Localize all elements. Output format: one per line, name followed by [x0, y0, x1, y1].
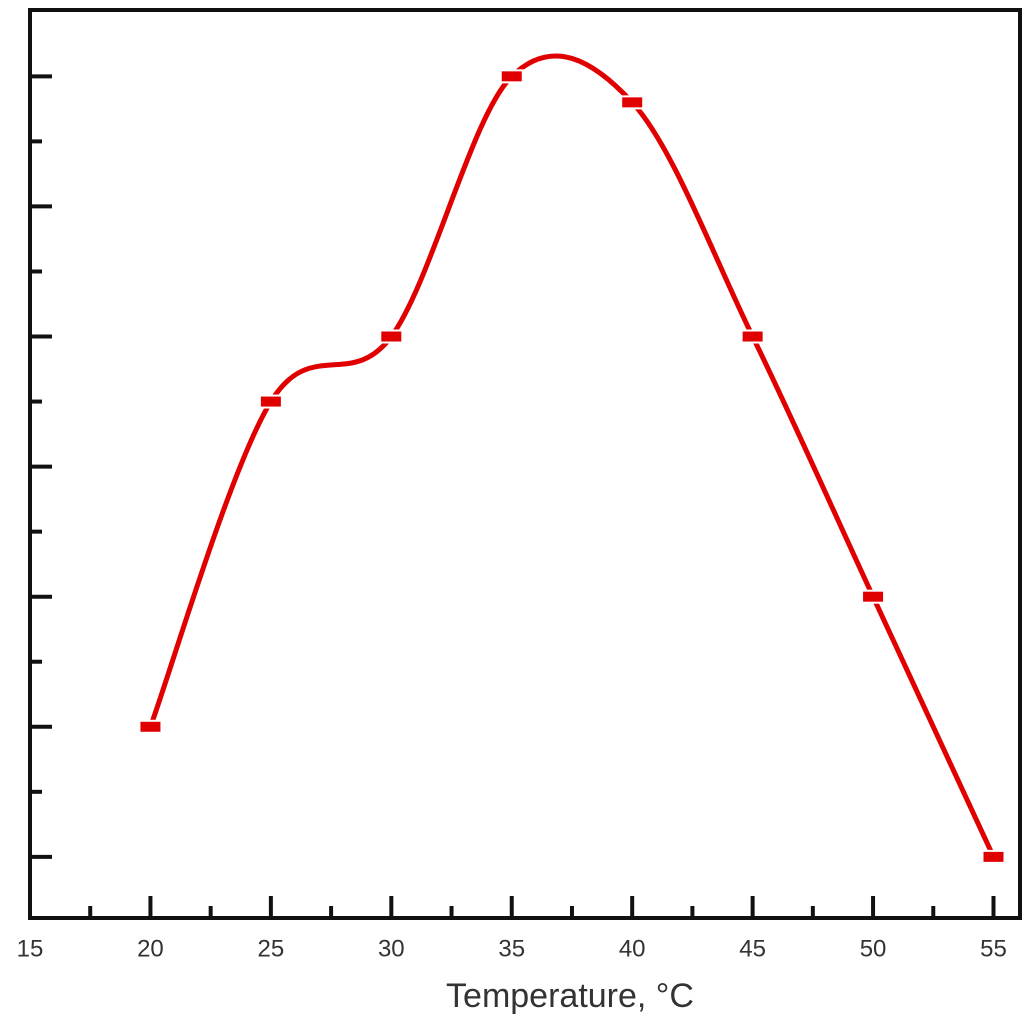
x-tick-label: 20: [137, 935, 164, 962]
x-tick-label: 55: [980, 935, 1007, 962]
x-tick-label: 45: [739, 935, 766, 962]
x-tick-label: 50: [860, 935, 887, 962]
data-point: [138, 719, 163, 734]
x-tick-label: 25: [258, 935, 285, 962]
data-point: [379, 329, 404, 344]
x-tick-label: 15: [17, 935, 44, 962]
data-point: [981, 849, 1006, 864]
data-point: [258, 394, 283, 409]
plot-frame: [28, 8, 1022, 920]
data-point: [740, 329, 765, 344]
data-point: [861, 589, 886, 604]
data-line: [148, 53, 996, 858]
data-point: [620, 95, 645, 110]
x-tick-label: 35: [498, 935, 525, 962]
x-tick-label: 30: [378, 935, 405, 962]
data-point: [499, 69, 524, 84]
x-tick-label: 40: [619, 935, 646, 962]
x-axis-label: Temperature, °C: [446, 977, 694, 1015]
